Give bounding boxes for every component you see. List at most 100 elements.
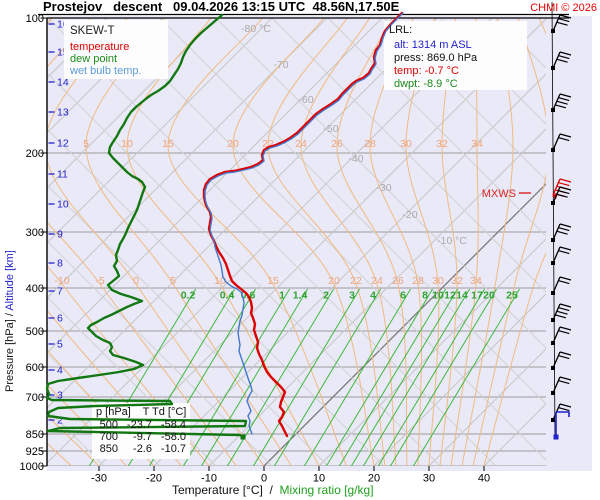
legend-box <box>64 20 168 79</box>
adiabat-label: -5 <box>95 275 104 287</box>
mixing-ratio-label: 0.4 <box>220 290 235 302</box>
legend-title: SKEW-T <box>70 25 115 37</box>
mixing-ratio-label: 2 <box>323 290 329 302</box>
mixing-ratio-label: 20 <box>483 290 495 302</box>
barb-staff <box>552 376 561 394</box>
mixing-ratio-label: 6 <box>400 290 406 302</box>
adiabat-label: 24 <box>295 138 307 150</box>
pressure-tick-label: 850 <box>26 429 44 441</box>
svg-text:500: 500 <box>100 419 118 431</box>
wind-barb <box>551 14 572 33</box>
altitude-tick-label: 14 <box>57 77 69 89</box>
mixing-ratio-line <box>182 288 291 466</box>
dry-adiabat-line <box>47 296 217 466</box>
adiabat-label: 10 <box>214 275 226 287</box>
moist-adiabat-line <box>47 384 127 466</box>
barb-feather <box>558 182 570 187</box>
isotherm-label: -30 <box>376 182 391 194</box>
wind-barb <box>551 51 572 70</box>
wind-barb <box>551 133 572 152</box>
altitude-tick-label: 16 <box>57 19 69 31</box>
barb-dot <box>553 434 559 440</box>
altitude-tick-label: 13 <box>57 107 69 119</box>
barb-feather <box>559 14 572 19</box>
temperature-tick-label: -30 <box>91 473 107 485</box>
barb-feather <box>559 223 572 228</box>
isotherm-line <box>318 238 546 466</box>
mixing-ratio-label: 12 <box>444 290 456 302</box>
svg-text:-9.7: -9.7 <box>133 431 152 443</box>
svg-text:-23.7: -23.7 <box>127 419 152 431</box>
barb-dot <box>551 29 555 33</box>
isotherm-line <box>47 18 383 354</box>
barb-staff <box>552 303 561 321</box>
temperature-tick-label: 30 <box>423 473 435 485</box>
isotherm-label: -70 <box>273 59 288 71</box>
adiabat-label: 22 <box>262 138 274 150</box>
barb-feather <box>559 246 572 251</box>
mixing-ratio-label: 4 <box>370 290 376 302</box>
isotherm-line <box>47 18 438 409</box>
isotherm-label: -80 °C <box>241 23 271 35</box>
barb-feather <box>559 133 572 138</box>
mixing-ratio-line <box>325 288 434 466</box>
moist-adiabat-line <box>336 18 408 466</box>
mixing-ratio-label: 8 <box>422 290 428 302</box>
barb-staff <box>552 14 561 32</box>
barb-feather <box>558 18 570 23</box>
adiabat-label: 26 <box>392 275 404 287</box>
moist-adiabat-line <box>47 309 182 466</box>
wind-barb <box>551 376 572 395</box>
mxws-label: MXWS <box>482 188 516 200</box>
barb-feather <box>554 314 567 319</box>
barb-dot <box>551 291 555 295</box>
adiabat-label: 30 <box>432 275 444 287</box>
temperature-tick-label: 40 <box>478 473 490 485</box>
pressure-tick-label: 300 <box>26 227 44 239</box>
isotherm-label: -50 <box>323 123 338 135</box>
wind-barb <box>551 246 572 265</box>
mixing-ratio-label: 0.2 <box>181 290 196 302</box>
copyright-label: CHMI © 2026 <box>530 2 597 14</box>
pressure-tick-label: 700 <box>26 392 44 404</box>
moist-adiabat-line <box>267 18 386 466</box>
mixing-ratio-label: 14 <box>456 290 468 302</box>
adiabat-label: 32 <box>436 138 448 150</box>
temperature-tick-label: -20 <box>146 473 162 485</box>
isotherm-line <box>47 18 218 189</box>
adiabat-label: 28 <box>364 138 376 150</box>
table-row: 700 -9.7 -58.0 <box>100 431 186 443</box>
levels-table-box <box>92 403 190 459</box>
dry-adiabat-line <box>215 18 546 349</box>
barb-feather <box>558 97 570 102</box>
adiabat-label: 20 <box>328 275 340 287</box>
altitude-tick-label: 7 <box>57 286 63 298</box>
mixing-ratio-label: 1.4 <box>293 290 308 302</box>
pressure-tick-label: 500 <box>26 326 44 338</box>
barb-feather <box>559 276 572 281</box>
table-header-td: Td [°C] <box>152 406 186 418</box>
barb-feather <box>559 326 572 331</box>
barb-staff <box>552 223 561 241</box>
mixing-ratio-label: 10 <box>432 290 444 302</box>
altitude-tick-label: 15 <box>57 47 69 59</box>
adiabat-label: 34 <box>471 138 483 150</box>
lrl-alt: alt: 1314 m ASL <box>394 39 472 51</box>
barb-feather <box>556 193 568 198</box>
altitude-tick-label: 12 <box>57 138 69 150</box>
wind-barb-surface <box>553 411 570 440</box>
barb-feather <box>558 190 570 195</box>
barb-feather <box>554 104 567 109</box>
barb-feather <box>559 403 572 408</box>
svg-text:-2.6: -2.6 <box>133 443 152 455</box>
adiabat-label: 5 <box>83 138 89 150</box>
lrl-temp: temp: -0.7 °C <box>394 65 459 77</box>
wind-barb <box>551 276 572 295</box>
barb-feather <box>558 280 570 285</box>
adiabat-label: 15 <box>162 138 174 150</box>
moist-adiabat-line <box>47 349 155 466</box>
dry-adiabat-line <box>439 18 546 125</box>
barb-feather <box>559 186 572 191</box>
barb-staff <box>552 51 561 69</box>
